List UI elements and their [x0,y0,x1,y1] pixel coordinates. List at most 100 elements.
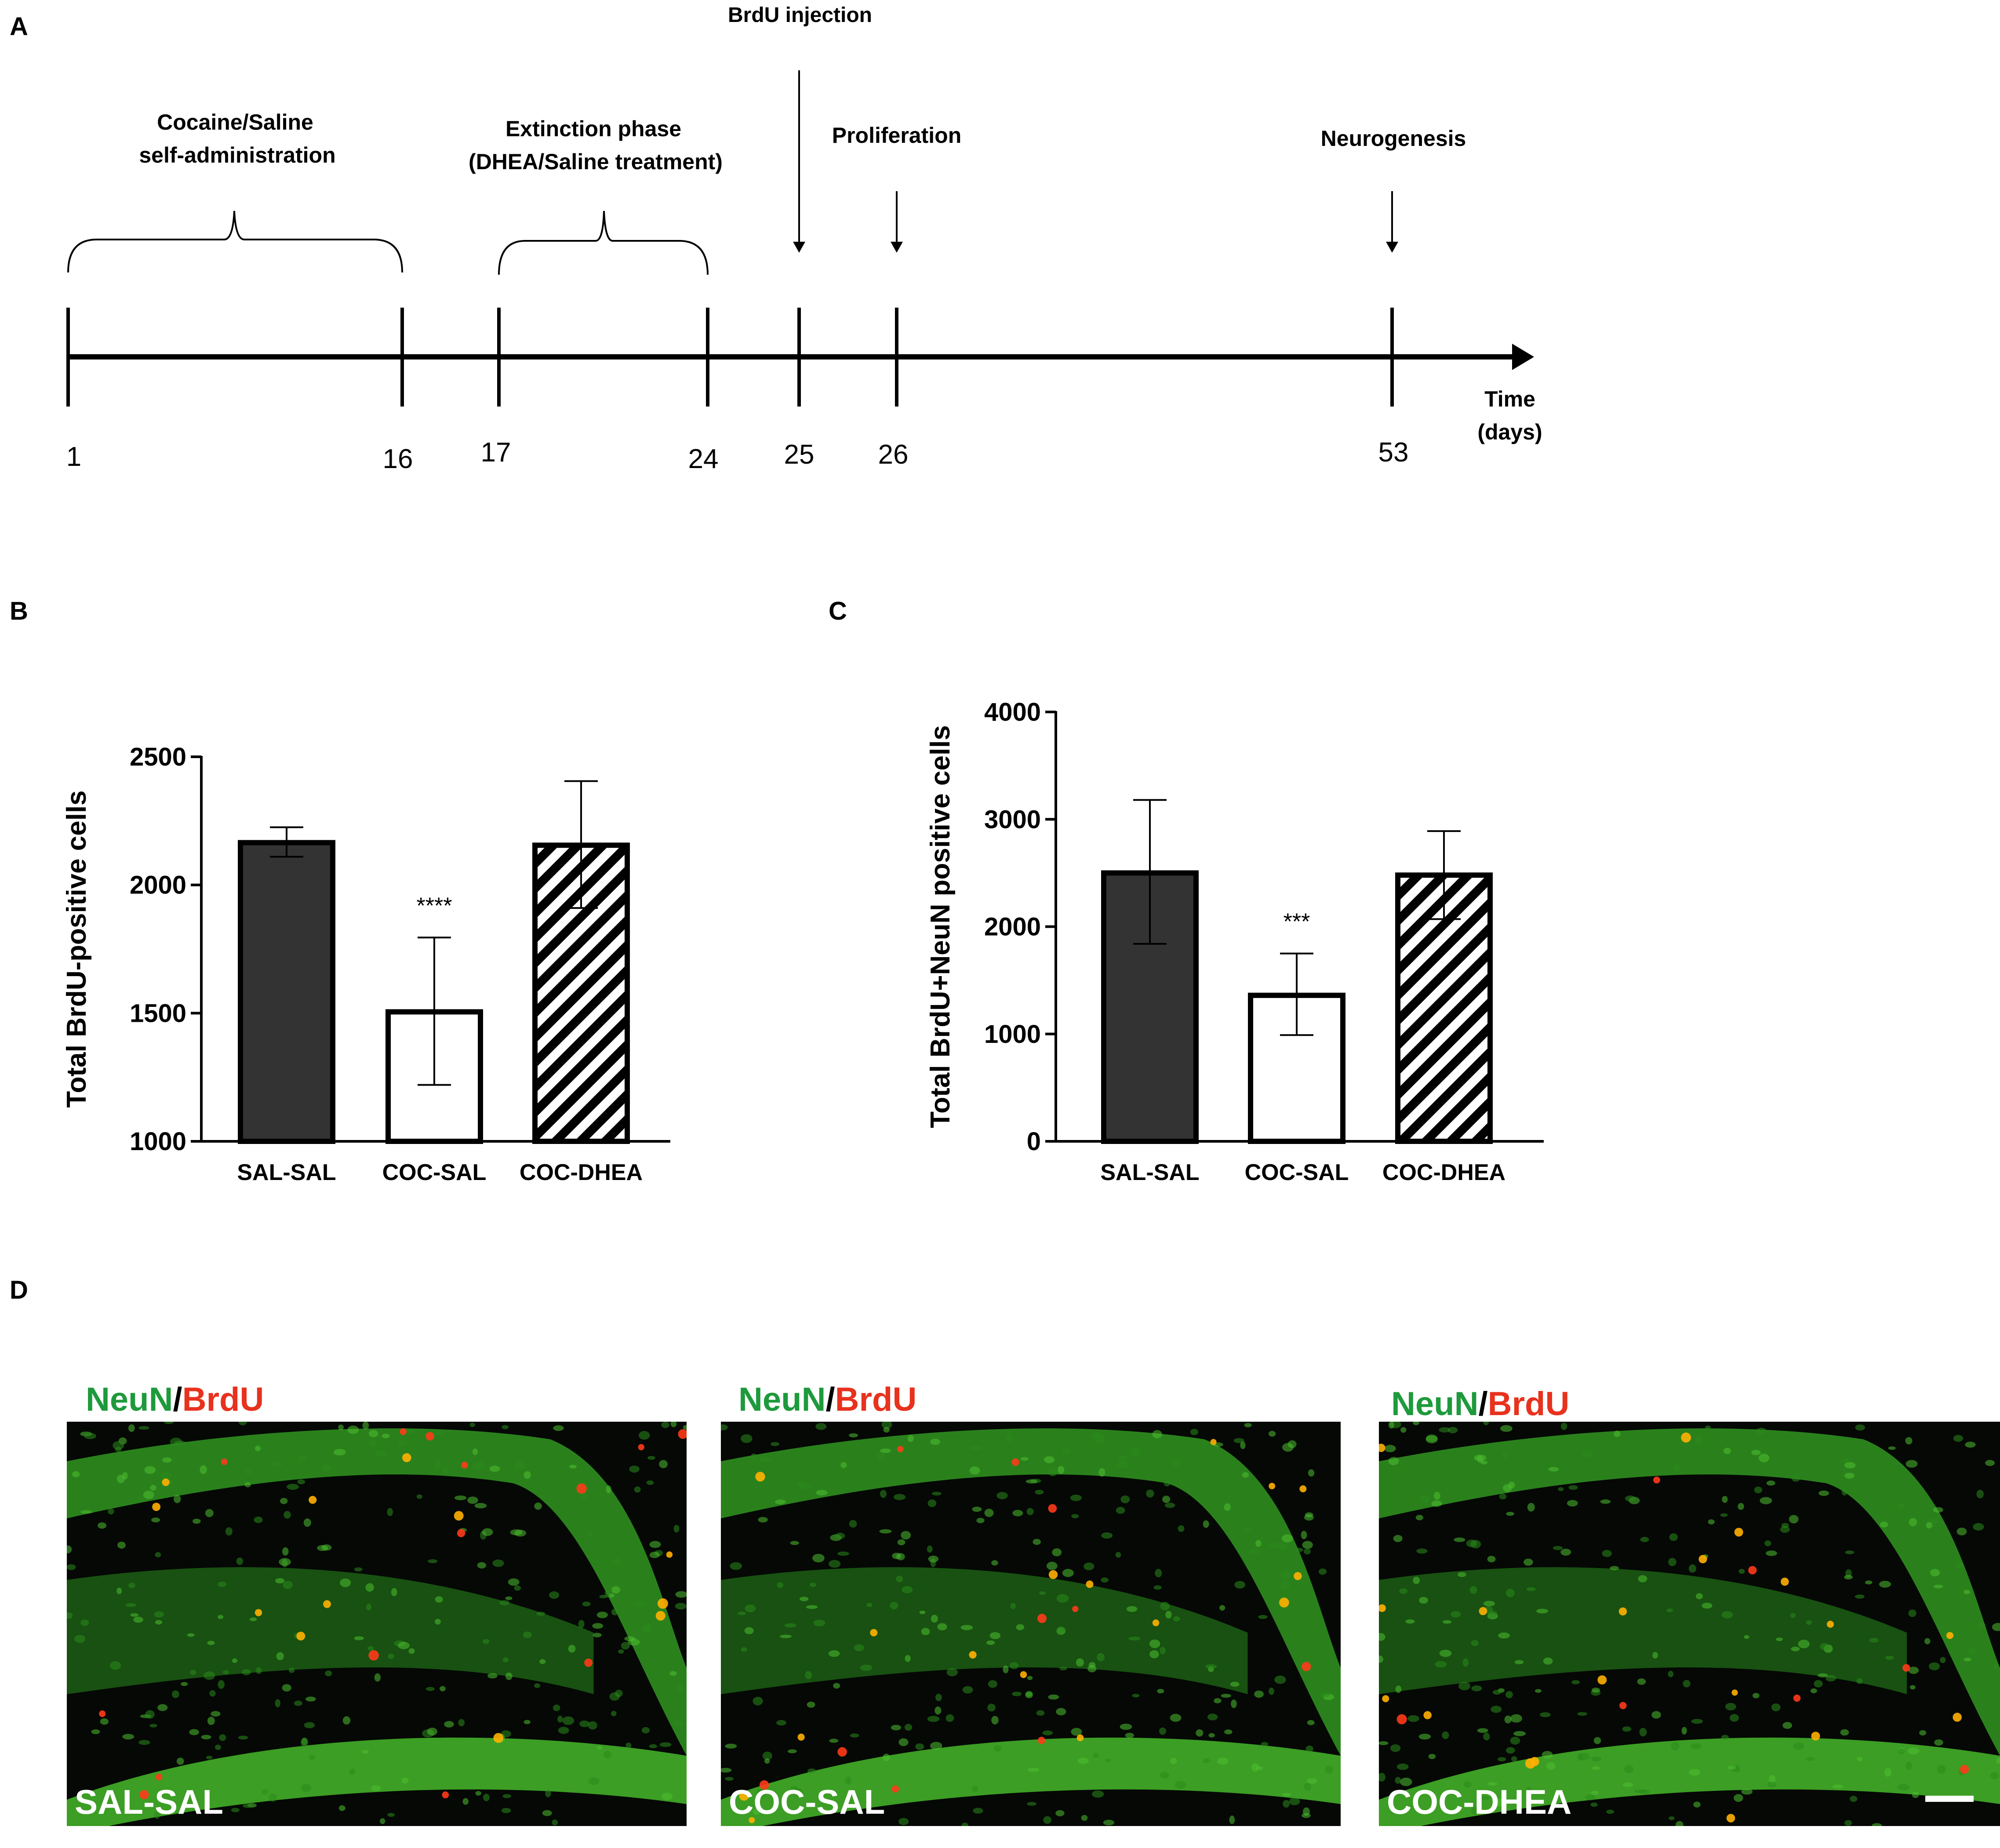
neuron-cell [1254,1690,1264,1698]
neuron-cell [545,1790,551,1797]
neuron-cell [1817,1673,1828,1677]
neuron-cell [1439,1427,1451,1433]
neuron-cell [1098,1468,1105,1477]
neuron-cell [1224,1729,1233,1735]
brdu-cell [1953,1713,1962,1722]
neuron-cell [784,1623,796,1628]
neuron-cell [1396,1763,1409,1770]
neuron-cell [301,1739,308,1747]
neuron-cell [1058,1466,1065,1474]
neuron-cell [1162,1496,1171,1503]
neuron-cell [1470,1540,1481,1549]
neuron-cell [1119,1456,1127,1460]
neuron-cell [1926,1522,1933,1529]
neuron-cell [1164,1481,1171,1487]
neuron-cell [750,1453,757,1461]
neuron-cell [138,1426,149,1430]
neuron-cell [1996,1757,2000,1764]
neuron-cell [1463,1781,1472,1788]
legend-neun: NeuN [1391,1385,1478,1423]
brdu-cell [1396,1714,1407,1725]
neuron-cell [1798,1639,1810,1648]
neuron-cell [238,1735,248,1740]
brdu-cell [1048,1504,1057,1513]
neuron-cell [1379,1656,1383,1663]
neuron-cell [117,1541,126,1549]
neuron-cell [1841,1488,1847,1496]
neuron-cell [354,1567,363,1572]
chart-b: 1000 1500 2000 2500 Total BrdU-positive cell… [62,743,670,1185]
neuron-cell [150,1485,156,1491]
neuron-cell [218,1581,227,1587]
neuron-cell [549,1591,560,1599]
neuron-cell [1393,1535,1403,1542]
neuron-cell [1844,1575,1853,1580]
neuron-cell [1610,1566,1619,1570]
neuron-cell [1477,1796,1490,1800]
neuron-cell [634,1486,641,1493]
neuron-cell [1832,1784,1844,1789]
y-tick-label: 2000 [984,913,1041,941]
neuron-cell [155,1552,161,1558]
neuron-cell [249,1617,257,1621]
neuron-cell [1791,1646,1800,1652]
panel-c: C 0 1000 2000 3000 4000 Total BrdU+NeuN posit… [829,597,1544,1185]
neuron-cell [1776,1637,1783,1641]
neuron-cell [354,1636,364,1641]
neuron-cell [1077,1757,1089,1764]
neuron-cell [641,1727,650,1734]
neuron-cell [777,1582,784,1588]
neuron-cell [367,1646,374,1651]
neuron-cell [621,1642,630,1650]
neuron-cell [800,1484,812,1490]
brdu-cell [309,1496,317,1504]
time-axis-label-line2: (days) [1477,420,1542,444]
neuron-cell [614,1558,621,1564]
bar [1248,992,1345,1144]
neuron-cell [1274,1675,1286,1684]
neuron-cell [1048,1468,1058,1476]
x-tick-label: COC-SAL [1245,1160,1349,1185]
neuron-cell [154,1811,160,1819]
neuron-cell [588,1777,600,1785]
neuron-cell [116,1587,122,1594]
neuron-cell [1175,1781,1186,1789]
brdu-cell [323,1600,331,1608]
neuron-cell [375,1450,387,1457]
neuron-cell [1120,1495,1130,1503]
neuron-cell [1305,1745,1313,1752]
neuron-cell [502,1657,509,1663]
neuron-cell [919,1610,926,1614]
neuron-cell [1103,1819,1115,1826]
neuron-cell [1855,1424,1865,1431]
neuron-cell [256,1667,262,1674]
neuron-cell [661,1422,669,1428]
neuron-cell [1043,1816,1051,1824]
y-axis-label: Total BrdU+NeuN positive cells [925,725,956,1128]
neuron-cell [1116,1461,1129,1468]
neuron-cell [215,1744,221,1750]
neuron-cell [599,1594,607,1598]
neuron-cell [1016,1624,1025,1630]
neuron-cell [1243,1527,1251,1532]
panel-label-a: A [10,12,28,41]
neuron-cell [219,1734,226,1741]
neuron-cell [753,1808,760,1815]
neuron-cell [1471,1685,1482,1692]
neuron-cell [1965,1441,1976,1448]
panel-d: D NeuN/BrdUSAL-SALNeuN/BrdUCOC-SALNeuN/B… [10,1276,2000,1826]
neuron-cell [1307,1720,1315,1725]
neuron-cell [425,1687,435,1691]
brdu-cell [368,1650,379,1661]
neuron-cell [1510,1714,1522,1723]
neuron-cell [987,1703,996,1712]
neuron-cell [972,1786,978,1792]
neuron-cell [915,1743,924,1750]
neuron-cell [338,1805,345,1811]
neuron-cell [382,1434,390,1438]
neuron-cell [136,1496,144,1501]
neuron-cell [514,1462,525,1470]
neuron-cell [143,1490,154,1499]
neuron-cell [1044,1456,1055,1463]
neuron-cell [1159,1727,1167,1735]
